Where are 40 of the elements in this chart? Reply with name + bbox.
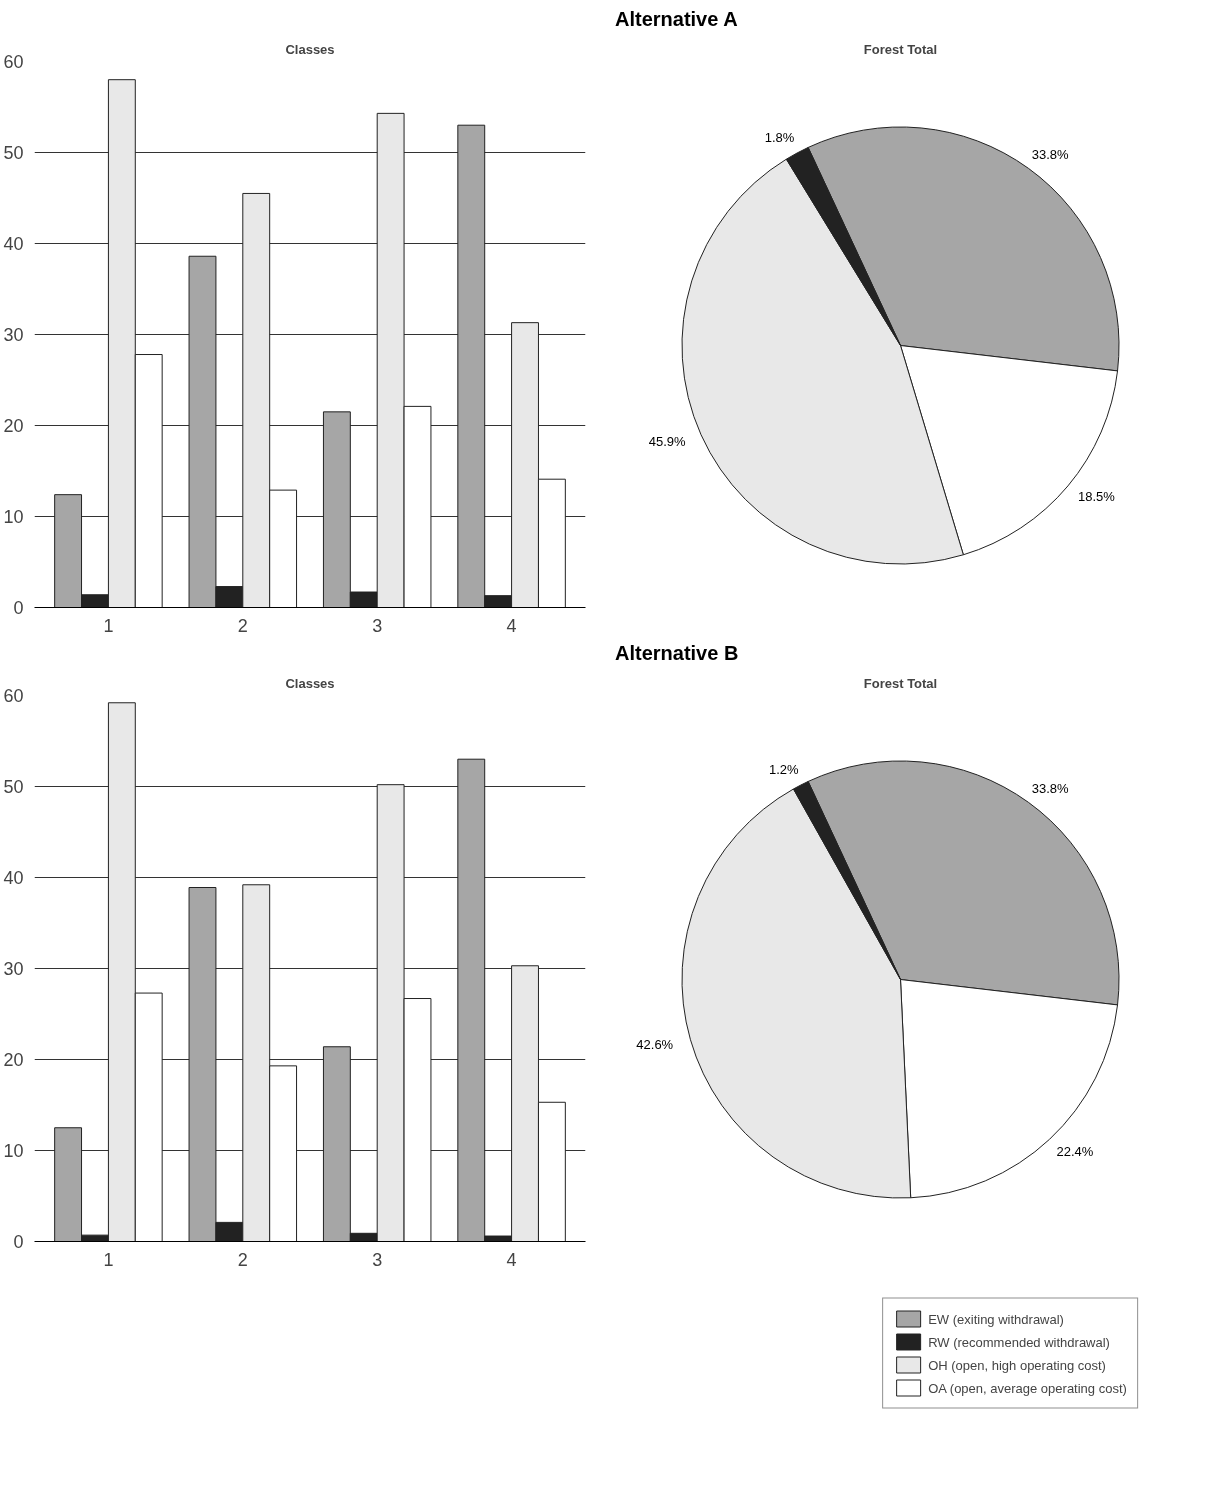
- x-tick-label: 3: [372, 1249, 383, 1270]
- y-tick-label: 10: [3, 1141, 24, 1161]
- y-tick-label: 10: [3, 507, 24, 527]
- data-label: 33.8%: [1031, 147, 1070, 162]
- data-label: 33.8%: [1031, 781, 1070, 796]
- legend-label: OH (open, high operating cost): [928, 1357, 1106, 1372]
- data-label: 1.8%: [764, 130, 795, 146]
- legend-label: OA (open, average operating cost): [928, 1380, 1127, 1395]
- chart-title: Alternative A: [615, 7, 738, 32]
- chart-subtitle: Forest Total: [863, 41, 938, 57]
- y-tick-label: 20: [3, 416, 24, 436]
- chart-title: Classes: [285, 675, 335, 691]
- chart-subtitle: Forest Total: [863, 675, 938, 691]
- legend-label: EW (exiting withdrawal): [928, 1311, 1064, 1326]
- y-tick-label: 0: [13, 1232, 24, 1252]
- chart-title: Alternative B: [615, 641, 739, 666]
- data-label: 42.6%: [636, 1036, 674, 1052]
- y-tick-label: 0: [13, 598, 24, 618]
- y-tick-label: 50: [3, 777, 24, 797]
- x-tick-label: 2: [237, 1249, 248, 1270]
- legend-label: RW (recommended withdrawal): [928, 1334, 1110, 1349]
- x-tick-label: 4: [506, 615, 517, 636]
- data-label: 18.5%: [1077, 489, 1116, 505]
- data-label: 22.4%: [1056, 1144, 1094, 1160]
- chart-title: Classes: [285, 41, 335, 57]
- y-tick-label: 60: [3, 52, 24, 72]
- x-tick-label: 1: [103, 1249, 114, 1270]
- data-label: 45.9%: [648, 434, 686, 450]
- y-tick-label: 30: [3, 959, 24, 979]
- y-tick-label: 20: [3, 1050, 24, 1070]
- x-tick-label: 3: [372, 615, 383, 636]
- x-tick-label: 1: [103, 615, 114, 636]
- y-tick-label: 40: [3, 868, 24, 888]
- y-tick-label: 40: [3, 234, 24, 254]
- y-tick-label: 60: [3, 686, 24, 706]
- data-label: 1.2%: [768, 762, 800, 778]
- x-tick-label: 4: [506, 1249, 517, 1270]
- y-tick-label: 30: [3, 325, 24, 345]
- x-tick-label: 2: [237, 615, 248, 636]
- y-tick-label: 50: [3, 143, 24, 163]
